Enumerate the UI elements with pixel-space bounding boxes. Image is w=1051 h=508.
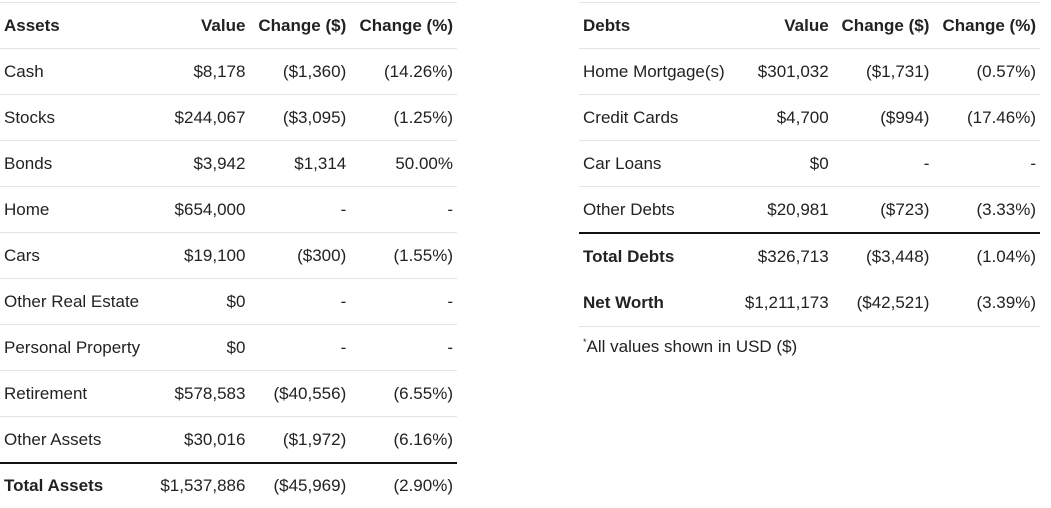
asset-value: $8,178 — [151, 48, 250, 95]
asset-name: Home — [0, 186, 152, 233]
asset-change-percent: (1.25%) — [350, 94, 457, 141]
total-debts-row: Total Debts $326,713 ($3,448) (1.04%) — [579, 232, 1040, 280]
debt-row-home-mortgage: Home Mortgage(s) $301,032 ($1,731) (0.57… — [579, 48, 1040, 95]
asset-name: Stocks — [0, 94, 152, 141]
asset-change-dollar: ($40,556) — [249, 370, 351, 417]
debt-change-dollar: ($723) — [832, 186, 934, 234]
assets-header-change-dollar: Change ($) — [249, 2, 351, 49]
asset-name: Personal Property — [0, 324, 152, 371]
assets-header-change-percent: Change (%) — [350, 2, 457, 49]
total-assets-value: $1,537,886 — [151, 462, 250, 508]
debts-header-value: Value — [736, 2, 833, 49]
asset-change-dollar: ($1,972) — [249, 416, 351, 464]
asset-value: $0 — [151, 278, 250, 325]
asset-change-dollar: - — [249, 278, 351, 325]
asset-change-percent: - — [350, 324, 457, 371]
asset-value: $30,016 — [151, 416, 250, 464]
net-worth-label: Net Worth — [579, 280, 737, 327]
currency-footnote: *All values shown in USD ($) — [583, 337, 797, 357]
debts-header-change-percent: Change (%) — [933, 2, 1040, 49]
asset-change-dollar: ($300) — [249, 232, 351, 279]
asset-change-dollar: ($3,095) — [249, 94, 351, 141]
asset-row-stocks: Stocks $244,067 ($3,095) (1.25%) — [0, 94, 457, 141]
asset-value: $654,000 — [151, 186, 250, 233]
debt-value: $301,032 — [736, 48, 833, 95]
asset-name: Other Real Estate — [0, 278, 152, 325]
assets-header-value: Value — [151, 2, 250, 49]
debts-table: Debts Value Change ($) Change (%) Home M… — [579, 2, 1040, 327]
debt-value: $4,700 — [736, 94, 833, 141]
debt-change-dollar: ($1,731) — [832, 48, 934, 95]
net-worth-row: Net Worth $1,211,173 ($42,521) (3.39%) — [579, 280, 1040, 327]
asset-row-retirement: Retirement $578,583 ($40,556) (6.55%) — [0, 370, 457, 417]
asset-row-cash: Cash $8,178 ($1,360) (14.26%) — [0, 48, 457, 95]
asset-change-dollar: - — [249, 186, 351, 233]
asset-value: $3,942 — [151, 140, 250, 187]
asset-value: $578,583 — [151, 370, 250, 417]
asset-name: Cash — [0, 48, 152, 95]
total-assets-change-percent: (2.90%) — [350, 462, 457, 508]
total-debts-value: $326,713 — [736, 232, 833, 280]
total-assets-label: Total Assets — [0, 462, 152, 508]
total-assets-row: Total Assets $1,537,886 ($45,969) (2.90%… — [0, 462, 457, 508]
footnote-marker: * — [583, 337, 587, 347]
debt-change-percent: - — [933, 140, 1040, 187]
asset-row-personal-property: Personal Property $0 - - — [0, 324, 457, 371]
asset-change-percent: 50.00% — [350, 140, 457, 187]
asset-row-home: Home $654,000 - - — [0, 186, 457, 233]
debt-name: Car Loans — [579, 140, 737, 187]
asset-row-cars: Cars $19,100 ($300) (1.55%) — [0, 232, 457, 279]
asset-name: Other Assets — [0, 416, 152, 464]
debt-name: Other Debts — [579, 186, 737, 234]
debt-change-percent: (0.57%) — [933, 48, 1040, 95]
footnote-text: All values shown in USD ($) — [586, 337, 798, 356]
asset-row-other-assets: Other Assets $30,016 ($1,972) (6.16%) — [0, 416, 457, 464]
debts-header-change-dollar: Change ($) — [832, 2, 934, 49]
asset-change-percent: (6.16%) — [350, 416, 457, 464]
total-debts-label: Total Debts — [579, 232, 737, 280]
asset-value: $0 — [151, 324, 250, 371]
asset-value: $244,067 — [151, 94, 250, 141]
debt-change-dollar: - — [832, 140, 934, 187]
asset-change-dollar: $1,314 — [249, 140, 351, 187]
asset-name: Cars — [0, 232, 152, 279]
asset-change-percent: (1.55%) — [350, 232, 457, 279]
asset-change-percent: - — [350, 186, 457, 233]
debt-value: $20,981 — [736, 186, 833, 234]
asset-name: Bonds — [0, 140, 152, 187]
assets-table: Assets Value Change ($) Change (%) Cash … — [0, 2, 457, 508]
total-assets-change-dollar: ($45,969) — [249, 462, 351, 508]
debt-row-other-debts: Other Debts $20,981 ($723) (3.33%) — [579, 186, 1040, 234]
net-worth-change-percent: (3.39%) — [933, 280, 1040, 327]
net-worth-change-dollar: ($42,521) — [832, 280, 934, 327]
asset-name: Retirement — [0, 370, 152, 417]
asset-value: $19,100 — [151, 232, 250, 279]
debt-name: Credit Cards — [579, 94, 737, 141]
debt-change-dollar: ($994) — [832, 94, 934, 141]
debt-value: $0 — [736, 140, 833, 187]
debt-row-car-loans: Car Loans $0 - - — [579, 140, 1040, 187]
assets-header-row: Assets Value Change ($) Change (%) — [0, 2, 457, 49]
debt-row-credit-cards: Credit Cards $4,700 ($994) (17.46%) — [579, 94, 1040, 141]
asset-change-dollar: ($1,360) — [249, 48, 351, 95]
debt-change-percent: (17.46%) — [933, 94, 1040, 141]
asset-change-percent: (14.26%) — [350, 48, 457, 95]
assets-header-name: Assets — [0, 2, 152, 49]
debt-name: Home Mortgage(s) — [579, 48, 737, 95]
debt-change-percent: (3.33%) — [933, 186, 1040, 234]
asset-change-dollar: - — [249, 324, 351, 371]
net-worth-value: $1,211,173 — [736, 280, 833, 327]
asset-row-other-real-estate: Other Real Estate $0 - - — [0, 278, 457, 325]
asset-change-percent: - — [350, 278, 457, 325]
asset-row-bonds: Bonds $3,942 $1,314 50.00% — [0, 140, 457, 187]
debts-header-name: Debts — [579, 2, 737, 49]
asset-change-percent: (6.55%) — [350, 370, 457, 417]
total-debts-change-dollar: ($3,448) — [832, 232, 934, 280]
total-debts-change-percent: (1.04%) — [933, 232, 1040, 280]
debts-header-row: Debts Value Change ($) Change (%) — [579, 2, 1040, 49]
